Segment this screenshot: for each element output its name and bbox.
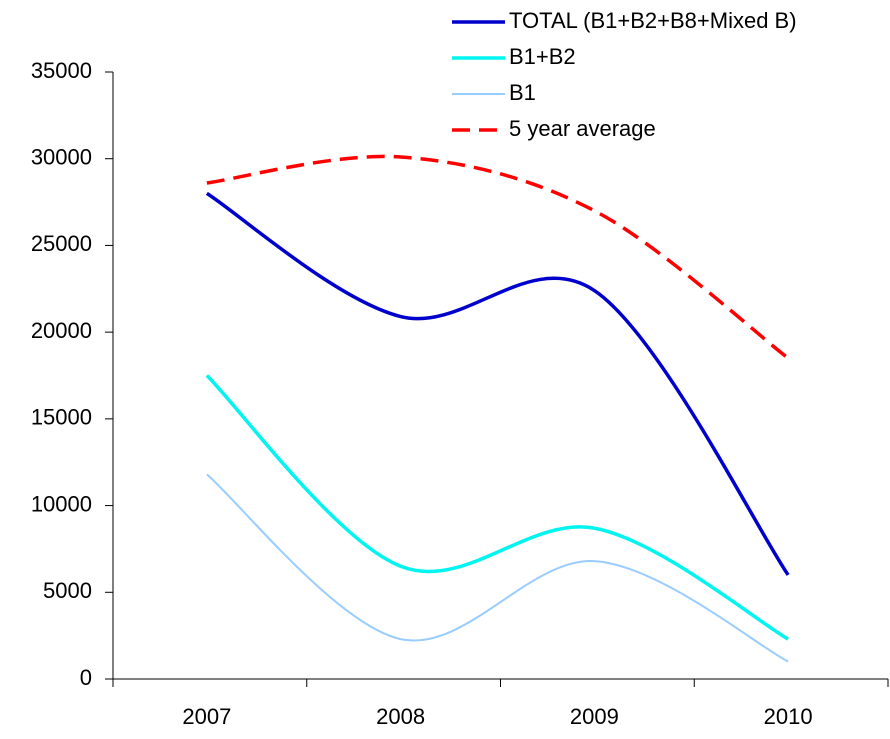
x-tick-label: 2010 <box>764 704 813 729</box>
x-tick-label: 2008 <box>376 704 425 729</box>
y-tick-label: 30000 <box>31 145 92 170</box>
legend-label: TOTAL (B1+B2+B8+Mixed B) <box>509 8 797 33</box>
legend-label: B1 <box>509 80 536 105</box>
series-line <box>205 191 790 576</box>
y-tick-label: 25000 <box>31 231 92 256</box>
y-tick-label: 35000 <box>31 58 92 83</box>
y-tick-label: 10000 <box>31 491 92 516</box>
legend-label: 5 year average <box>509 116 656 141</box>
y-tick-label: 5000 <box>43 578 92 603</box>
y-tick-label: 15000 <box>31 405 92 430</box>
legend-label: B1+B2 <box>509 44 576 69</box>
x-tick-label: 2009 <box>570 704 619 729</box>
y-tick-label: 20000 <box>31 318 92 343</box>
series-line <box>206 154 790 360</box>
x-tick-label: 2007 <box>182 704 231 729</box>
series-line <box>206 473 789 663</box>
series-line <box>205 374 789 641</box>
y-tick-label: 0 <box>80 665 92 690</box>
